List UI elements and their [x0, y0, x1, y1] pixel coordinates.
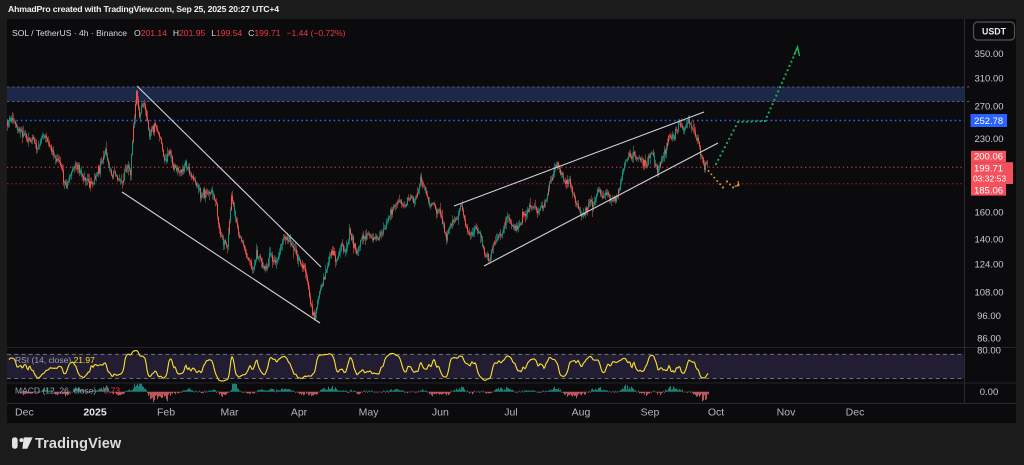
svg-text:Aug: Aug	[572, 407, 591, 419]
svg-text:350.00: 350.00	[974, 49, 1003, 60]
svg-text:Apr: Apr	[291, 407, 308, 419]
svg-text:Dec: Dec	[846, 407, 865, 419]
svg-text:Oct: Oct	[708, 407, 724, 419]
svg-text:RSI (14, close) 21.97: RSI (14, close) 21.97	[15, 355, 95, 365]
svg-text:199.71: 199.71	[974, 163, 1003, 174]
svg-text:May: May	[359, 407, 380, 419]
svg-text:252.78: 252.78	[974, 116, 1003, 127]
svg-text:03:32:53: 03:32:53	[973, 174, 1006, 184]
svg-text:200.06: 200.06	[974, 152, 1003, 163]
svg-text:2025: 2025	[83, 407, 107, 419]
svg-text:Dec: Dec	[15, 407, 34, 419]
svg-text:270.00: 270.00	[974, 102, 1003, 113]
svg-text:160.00: 160.00	[974, 208, 1003, 219]
svg-text:124.00: 124.00	[974, 259, 1003, 270]
svg-text:0.00: 0.00	[980, 387, 999, 398]
svg-text:310.00: 310.00	[974, 74, 1003, 85]
svg-text:96.00: 96.00	[977, 311, 1001, 322]
svg-text:Mar: Mar	[220, 407, 239, 419]
svg-text:Jul: Jul	[504, 407, 517, 419]
svg-text:Jun: Jun	[432, 407, 449, 419]
svg-text:USDT: USDT	[982, 26, 1007, 36]
svg-text:185.06: 185.06	[974, 185, 1003, 196]
svg-text:Nov: Nov	[777, 407, 796, 419]
svg-text:Feb: Feb	[157, 407, 175, 419]
svg-text:MACD (12, 26, close) −0.73: MACD (12, 26, close) −0.73	[15, 385, 120, 395]
svg-text:140.00: 140.00	[974, 235, 1003, 246]
svg-text:80.00: 80.00	[977, 345, 1001, 356]
svg-text:108.00: 108.00	[974, 287, 1003, 298]
svg-text:86.00: 86.00	[977, 334, 1001, 345]
svg-text:230.00: 230.00	[974, 134, 1003, 145]
svg-text:Sep: Sep	[641, 407, 660, 419]
